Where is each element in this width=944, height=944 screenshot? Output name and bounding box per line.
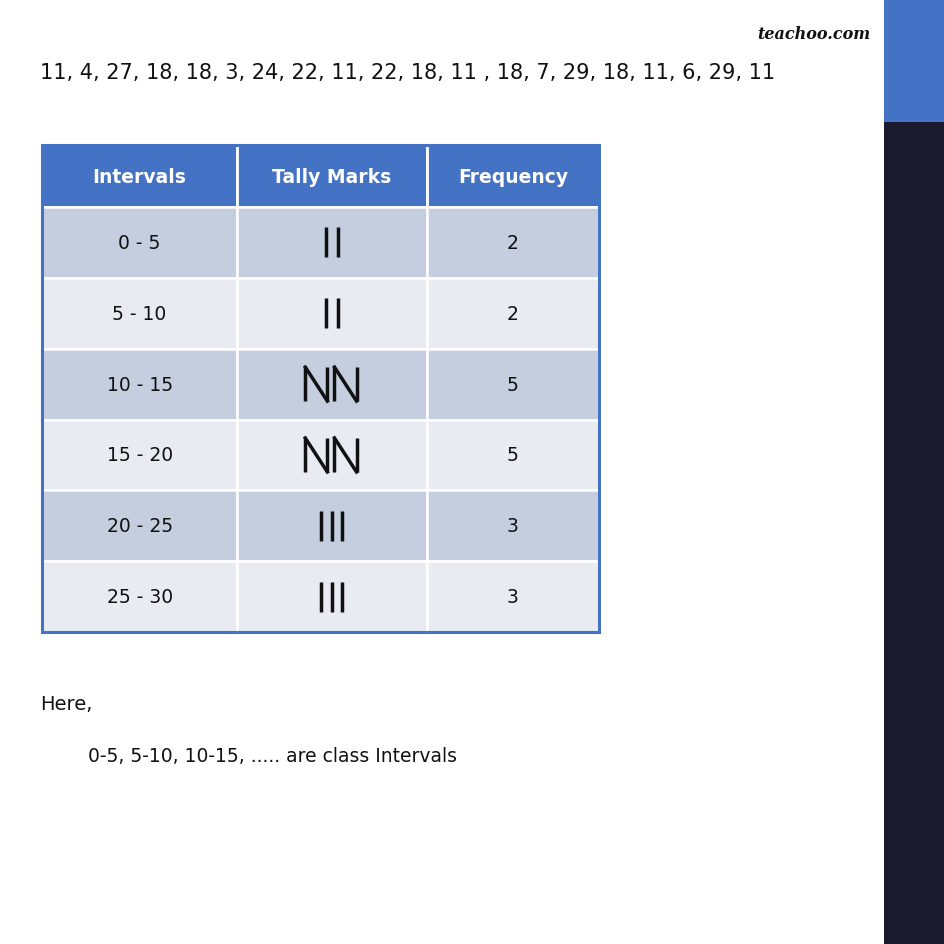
FancyBboxPatch shape [237, 278, 427, 349]
FancyBboxPatch shape [883, 0, 944, 123]
Text: Here,: Here, [40, 694, 92, 713]
FancyBboxPatch shape [427, 420, 598, 491]
FancyBboxPatch shape [427, 208, 598, 278]
FancyBboxPatch shape [42, 278, 237, 349]
Text: Intervals: Intervals [93, 167, 186, 187]
Text: 25 - 30: 25 - 30 [107, 587, 173, 607]
Text: 3: 3 [506, 587, 518, 607]
Text: Tally Marks: Tally Marks [272, 167, 391, 187]
Text: 10 - 15: 10 - 15 [107, 375, 173, 395]
Text: 0 - 5: 0 - 5 [118, 233, 160, 253]
FancyBboxPatch shape [427, 146, 598, 208]
Text: 2: 2 [506, 233, 518, 253]
FancyBboxPatch shape [237, 491, 427, 562]
FancyBboxPatch shape [883, 123, 944, 944]
Text: 3: 3 [506, 516, 518, 536]
Text: 11, 4, 27, 18, 18, 3, 24, 22, 11, 22, 18, 11 , 18, 7, 29, 18, 11, 6, 29, 11: 11, 4, 27, 18, 18, 3, 24, 22, 11, 22, 18… [40, 63, 774, 83]
FancyBboxPatch shape [42, 208, 237, 278]
Text: teachoo.com: teachoo.com [756, 26, 869, 43]
FancyBboxPatch shape [427, 562, 598, 632]
FancyBboxPatch shape [237, 562, 427, 632]
FancyBboxPatch shape [237, 208, 427, 278]
Text: 2: 2 [506, 304, 518, 324]
FancyBboxPatch shape [42, 420, 237, 491]
Text: 5: 5 [506, 446, 518, 465]
Text: 20 - 25: 20 - 25 [107, 516, 173, 536]
Text: 15 - 20: 15 - 20 [107, 446, 173, 465]
FancyBboxPatch shape [42, 491, 237, 562]
FancyBboxPatch shape [237, 146, 427, 208]
FancyBboxPatch shape [42, 146, 237, 208]
Text: 0-5, 5-10, 10-15, ..... are class Intervals: 0-5, 5-10, 10-15, ..... are class Interv… [89, 746, 457, 765]
FancyBboxPatch shape [237, 349, 427, 420]
Text: 5 - 10: 5 - 10 [112, 304, 166, 324]
FancyBboxPatch shape [42, 349, 237, 420]
FancyBboxPatch shape [427, 491, 598, 562]
FancyBboxPatch shape [427, 349, 598, 420]
FancyBboxPatch shape [237, 420, 427, 491]
Text: Frequency: Frequency [458, 167, 567, 187]
Text: 5: 5 [506, 375, 518, 395]
FancyBboxPatch shape [427, 278, 598, 349]
FancyBboxPatch shape [42, 562, 237, 632]
